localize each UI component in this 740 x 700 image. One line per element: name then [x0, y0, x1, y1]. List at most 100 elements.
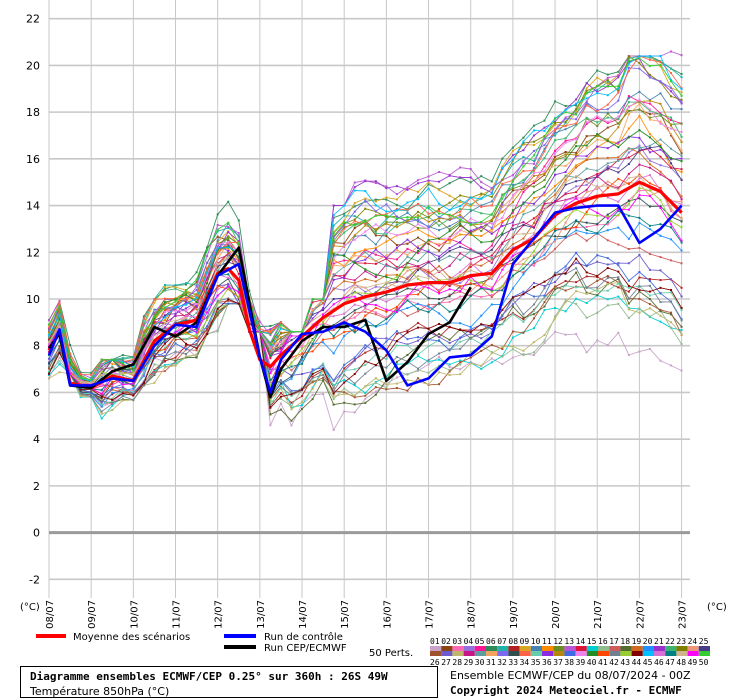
perturbation-point — [269, 328, 272, 331]
perturbation-point — [385, 213, 388, 216]
perturbation-point — [469, 269, 472, 272]
perturbation-point — [100, 403, 103, 406]
perturbation-point — [532, 327, 535, 330]
perturbation-point — [332, 392, 335, 395]
perturbation-point — [680, 217, 683, 220]
perturbation-point — [585, 271, 588, 274]
perturbation-point — [111, 362, 114, 365]
perturbation-point — [364, 268, 367, 271]
perturbation-point — [121, 399, 124, 402]
perturbation-point — [374, 229, 377, 232]
perturbation-point — [606, 281, 609, 284]
perturbation-point — [543, 257, 546, 260]
perturbation-point — [311, 393, 314, 396]
perturbation-point — [543, 137, 546, 140]
perturbation-point — [353, 303, 356, 306]
perturbation-point — [648, 290, 651, 293]
perturbation-point — [522, 213, 525, 216]
perturbation-point — [448, 326, 451, 329]
perturbation-point — [532, 160, 535, 163]
perturbation-point — [332, 397, 335, 400]
perturbation-point — [58, 301, 61, 304]
perturbation-point — [648, 108, 651, 111]
perturbation-point — [216, 224, 219, 227]
perturbation-point — [427, 305, 430, 308]
perturbation-point — [543, 233, 546, 236]
perturbation-point — [279, 392, 282, 395]
perturbation-point — [543, 222, 546, 225]
perturbation-point — [406, 331, 409, 334]
perturbation-point — [142, 366, 145, 369]
perturbation-point — [575, 197, 578, 200]
perturbation-point — [627, 62, 630, 65]
perturbation-point — [670, 311, 673, 314]
perturbation-point — [606, 298, 609, 301]
perturbation-point — [459, 252, 462, 255]
perturbation-point — [132, 394, 135, 397]
perturbation-point — [511, 196, 514, 199]
perturbation-point — [237, 295, 240, 298]
perturbation-point — [385, 234, 388, 237]
perturbation-point — [543, 294, 546, 297]
perturbation-point — [585, 232, 588, 235]
perturbation-point — [237, 258, 240, 261]
perturbation-point — [206, 271, 209, 274]
pert-legend-number: 49 — [688, 658, 698, 666]
perturbation-point — [374, 313, 377, 316]
perturbation-point — [627, 354, 630, 357]
perturbation-point — [279, 374, 282, 377]
perturbation-point — [448, 236, 451, 239]
perturbation-point — [332, 315, 335, 318]
perturbation-point — [100, 360, 103, 363]
perturbation-point — [269, 344, 272, 347]
perturbation-point — [501, 289, 504, 292]
perturbation-point — [142, 334, 145, 337]
perturbation-point — [216, 228, 219, 231]
perturbation-point — [195, 281, 198, 284]
perturbation-point — [48, 367, 50, 370]
perturbation-point — [406, 389, 409, 392]
perturbation-point — [227, 283, 230, 286]
perturbation-point — [680, 343, 683, 346]
perturbation-point — [532, 341, 535, 344]
perturbation-point — [364, 251, 367, 254]
perturbation-point — [585, 92, 588, 95]
perturbation-point — [163, 348, 166, 351]
perturbation-point — [532, 250, 535, 253]
perturbation-point — [206, 248, 209, 251]
perturbation-point — [648, 102, 651, 105]
perturbation-point — [195, 354, 198, 357]
perturbation-point — [554, 123, 557, 126]
perturbation-point — [100, 358, 103, 361]
perturbation-point — [385, 196, 388, 199]
perturbation-point — [564, 120, 567, 123]
perturbation-point — [416, 246, 419, 249]
perturbation-point — [427, 249, 430, 252]
perturbation-point — [69, 369, 72, 372]
perturbation-point — [206, 318, 209, 321]
perturbation-point — [427, 250, 430, 253]
perturbation-point — [606, 196, 609, 199]
perturbation-point — [532, 221, 535, 224]
perturbation-point — [279, 379, 282, 382]
perturbation-point — [227, 251, 230, 254]
perturbation-point — [638, 144, 641, 147]
perturbation-point — [575, 166, 578, 169]
perturbation-point — [111, 398, 114, 401]
pert-legend-swatch — [676, 651, 688, 656]
perturbation-point — [554, 134, 557, 137]
perturbation-point — [459, 359, 462, 362]
perturbation-point — [427, 360, 430, 363]
perturbation-point — [627, 177, 630, 180]
perturbation-point — [311, 317, 314, 320]
perturbation-point — [311, 323, 314, 326]
perturbation-point — [575, 164, 578, 167]
pert-legend-swatch — [553, 646, 565, 651]
perturbation-point — [248, 320, 251, 323]
perturbation-point — [596, 108, 599, 111]
perturbation-point — [459, 274, 462, 277]
perturbation-point — [427, 181, 430, 184]
perturbation-point — [374, 296, 377, 299]
perturbation-point — [216, 261, 219, 264]
perturbation-point — [617, 214, 620, 217]
